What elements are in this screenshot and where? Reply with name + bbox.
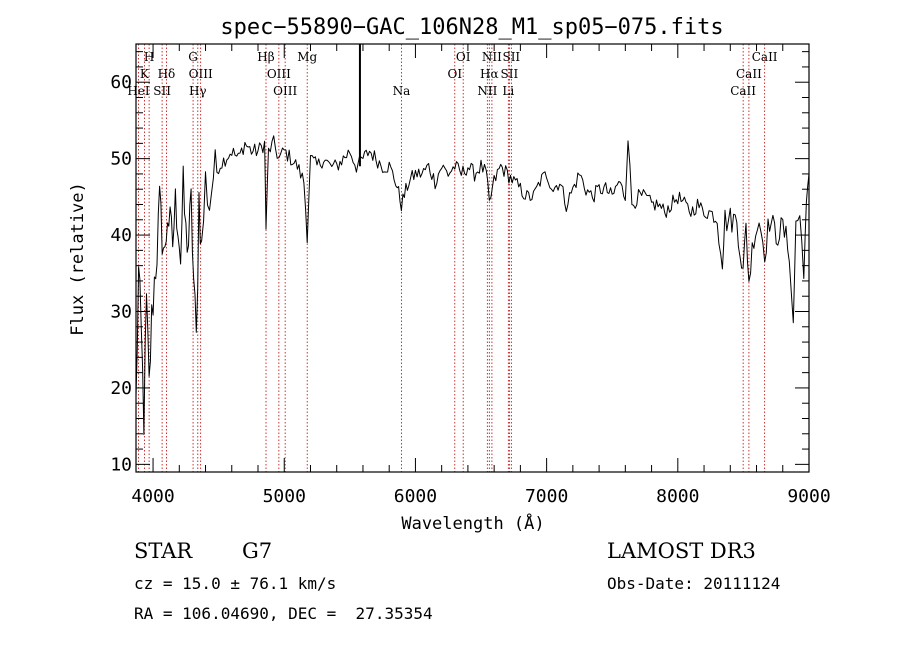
- x-axis-label: Wavelength (Å): [401, 512, 544, 534]
- x-tick-label: 6000: [394, 486, 437, 507]
- emission-label: HeI: [127, 84, 150, 98]
- y-tick-label: 60: [110, 72, 132, 93]
- object-class: STAR: [134, 539, 193, 563]
- coordinates-text: RA = 106.04690, DEC = 27.35354: [134, 604, 433, 623]
- emission-label: OI: [448, 67, 463, 81]
- emission-label: Na: [393, 84, 411, 98]
- emission-label: CaII: [736, 67, 762, 81]
- emission-label: OI: [456, 50, 471, 64]
- survey-name: LAMOST DR3: [607, 539, 756, 563]
- redshift-text: cz = 15.0 ± 76.1 km/s: [134, 574, 337, 593]
- series-layer: [135, 44, 810, 435]
- x-tick-label: 7000: [525, 486, 568, 507]
- obs-date-text: Obs-Date: 20111124: [607, 574, 781, 593]
- axis-layer: 4000 5000 6000 7000 8000 9000 10 20 30 40 50 60: [110, 43, 831, 507]
- emission-label: SII: [501, 67, 519, 81]
- emission-label: Li: [502, 84, 514, 98]
- y-tick-label: 40: [110, 225, 132, 246]
- emission-label: K: [140, 67, 150, 81]
- x-tick-label: 4000: [131, 486, 174, 507]
- y-tick-label: 30: [110, 302, 132, 323]
- x-tick-label: 9000: [787, 486, 830, 507]
- emission-label: OIII: [189, 67, 213, 81]
- plot-frame: [135, 43, 810, 473]
- y-tick-label: 50: [110, 149, 132, 170]
- emission-label: SII: [153, 84, 171, 98]
- emission-label: Mg: [297, 50, 317, 64]
- emission-label: OIII: [273, 84, 297, 98]
- emission-label: Hβ: [257, 50, 274, 64]
- chart-title: spec−55890−GAC_106N28_M1_sp05−075.fits: [220, 15, 723, 40]
- emission-label: SII: [502, 50, 520, 64]
- emission-label: NII: [482, 50, 502, 64]
- emission-label: CaII: [730, 84, 756, 98]
- x-tick-label: 8000: [656, 486, 699, 507]
- emission-label: Hγ: [189, 84, 207, 98]
- emission-label: G: [188, 50, 198, 64]
- emission-label: Hα: [480, 67, 499, 81]
- emission-label: NII: [477, 84, 497, 98]
- emission-label: OIII: [267, 67, 291, 81]
- y-tick-label: 20: [110, 378, 132, 399]
- emission-label-layer: HK HeI Hδ SII G OIII Hγ Hβ OIII OIII Mg Na OI OI NII Hα…: [127, 50, 777, 98]
- x-tick-label: 5000: [263, 486, 306, 507]
- emission-label: Hδ: [158, 67, 176, 81]
- object-subclass: G7: [242, 539, 273, 563]
- emission-label: CaII: [752, 50, 778, 64]
- flux-series-line: [135, 135, 810, 435]
- emission-marker-layer: [138, 44, 766, 472]
- y-axis-label: Flux (relative): [68, 182, 88, 336]
- emission-label: H: [144, 50, 154, 64]
- y-tick-label: 10: [110, 454, 132, 475]
